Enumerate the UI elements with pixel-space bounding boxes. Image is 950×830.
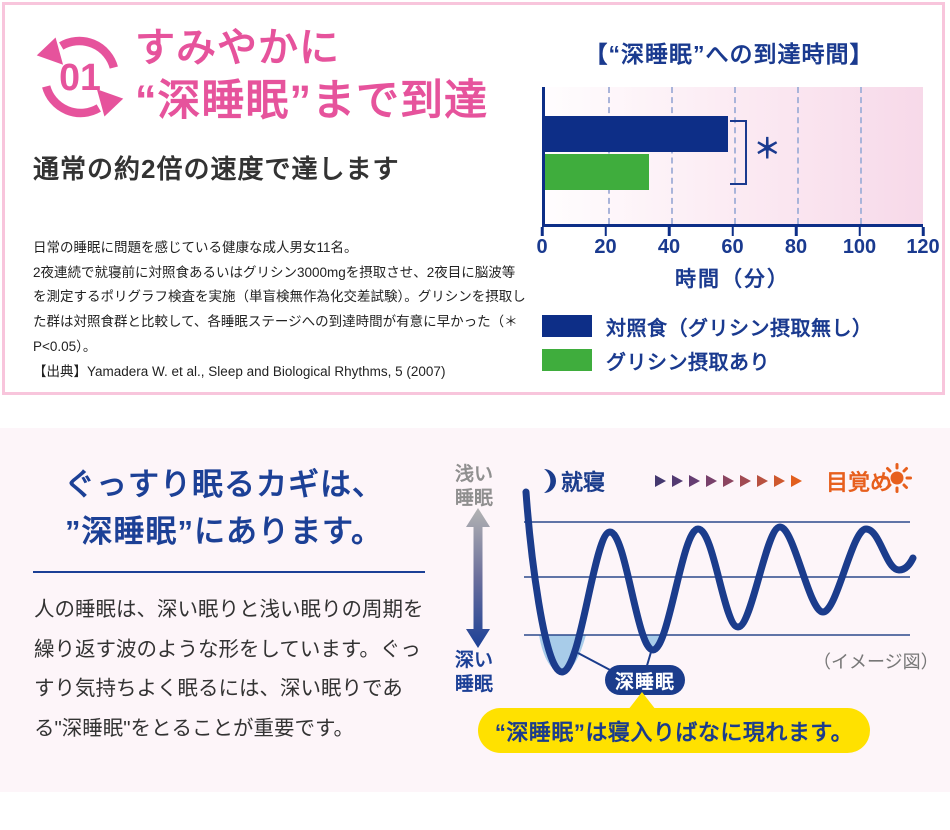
- callout-pointer: [628, 692, 656, 710]
- tick-mark-0: [540, 227, 544, 236]
- legend-swatch-glycine: [542, 349, 592, 371]
- step-number: 01: [59, 56, 101, 98]
- heading-divider: [33, 571, 425, 573]
- tick-label-40: 40: [657, 236, 681, 258]
- progress-arrow-7: [757, 475, 768, 487]
- wake-up-label: 目覚め: [826, 470, 893, 495]
- tick-mark-120: [921, 227, 925, 236]
- sun-icon: [882, 463, 912, 498]
- deep-sleep-badge: 深睡眠: [605, 665, 685, 695]
- gridline-80: [797, 87, 799, 224]
- progress-arrow-2: [672, 475, 683, 487]
- progress-arrow-9: [791, 475, 802, 487]
- legend-label-glycine: グリシン摂取あり: [606, 351, 770, 374]
- chart-title: 【“深睡眠”への到達時間】: [584, 41, 874, 67]
- progress-arrow-3: [689, 475, 700, 487]
- gridline-40: [671, 87, 673, 224]
- sleep-wave-line: [522, 488, 917, 676]
- image-disclaimer: （イメージ図）: [813, 652, 939, 672]
- deep-sleep-axis-label: 深い 睡眠: [455, 650, 494, 695]
- significance-bracket: [729, 120, 747, 185]
- step-01-cycle-icon: 01: [33, 29, 127, 125]
- sleep-cycle-wave-chart: [520, 488, 918, 708]
- depth-axis-arrow-icon: [465, 508, 491, 653]
- moon-icon: [532, 468, 558, 499]
- x-axis-label: 時間（分）: [675, 268, 790, 291]
- heading-line-2: “深睡眠”まで到達: [135, 77, 488, 126]
- significance-marker: ＊: [753, 134, 781, 164]
- tick-mark-40: [667, 227, 671, 236]
- legend-item-glycine: グリシン摂取あり: [542, 343, 873, 377]
- chart-legend: 対照食（グリシン摂取無し） グリシン摂取あり: [542, 309, 873, 377]
- x-axis-tick-labels: 0 20 40 60 80 100 120: [536, 236, 939, 260]
- heading-line-1: すみやかに: [135, 26, 340, 70]
- section-deep-sleep-explainer: ぐっすり眠るカギは、 ”深睡眠”にあります。 人の睡眠は、深い眠りと浅い眠りの周…: [0, 428, 950, 792]
- progress-arrow-1: [655, 475, 666, 487]
- section-subheading: 通常の約2倍の速度で達します: [33, 154, 400, 184]
- bar-chart-plot: ＊: [542, 87, 923, 227]
- tick-mark-100: [858, 227, 861, 236]
- time-progress-arrows: [655, 475, 802, 487]
- band-body-text: 人の睡眠は、深い眠りと浅い眠りの周期を繰り返す波のような形をしています。ぐっすり…: [34, 598, 424, 740]
- bar-control-diet: [545, 116, 728, 152]
- tick-mark-60: [731, 227, 734, 236]
- tick-label-100: 100: [842, 236, 877, 258]
- study-methodology-note: 日常の睡眠に問題を感じている健康な成人男女11名。 2夜連続で就寝前に対照食ある…: [33, 240, 526, 379]
- band-heading-line-2: ”深睡眠”にあります。: [65, 513, 383, 549]
- tick-label-20: 20: [594, 236, 617, 258]
- tick-label-60: 60: [721, 236, 744, 258]
- progress-arrow-6: [740, 475, 751, 487]
- legend-label-control: 対照食（グリシン摂取無し）: [606, 317, 873, 340]
- progress-arrow-8: [774, 475, 785, 487]
- bar-glycine: [545, 154, 649, 190]
- section-glycine-study: 01 すみやかに “深睡眠”まで到達 通常の約2倍の速度で達します 日常の睡眠に…: [2, 2, 945, 395]
- shallow-sleep-label: 浅い 睡眠: [455, 464, 494, 509]
- gridline-100: [860, 87, 862, 224]
- band-heading: ぐっすり眠るカギは、 ”深睡眠”にあります。: [18, 462, 430, 555]
- tick-mark-20: [604, 227, 607, 236]
- deep-sleep-callout: “深睡眠”は寝入りばなに現れます。: [478, 708, 870, 753]
- tick-mark-80: [794, 227, 798, 236]
- legend-item-control: 対照食（グリシン摂取無し）: [542, 309, 873, 343]
- bedtime-label: 就寝: [561, 470, 606, 495]
- gridline-60: [734, 87, 736, 224]
- progress-arrow-5: [723, 475, 734, 487]
- band-heading-line-1: ぐっすり眠るカギは、: [64, 467, 384, 502]
- legend-swatch-control: [542, 315, 592, 337]
- tick-label-120: 120: [906, 236, 940, 258]
- section-heading: すみやかに “深睡眠”まで到達: [135, 23, 488, 129]
- progress-arrow-4: [706, 475, 717, 487]
- tick-label-80: 80: [784, 236, 808, 258]
- tick-label-0: 0: [536, 236, 548, 258]
